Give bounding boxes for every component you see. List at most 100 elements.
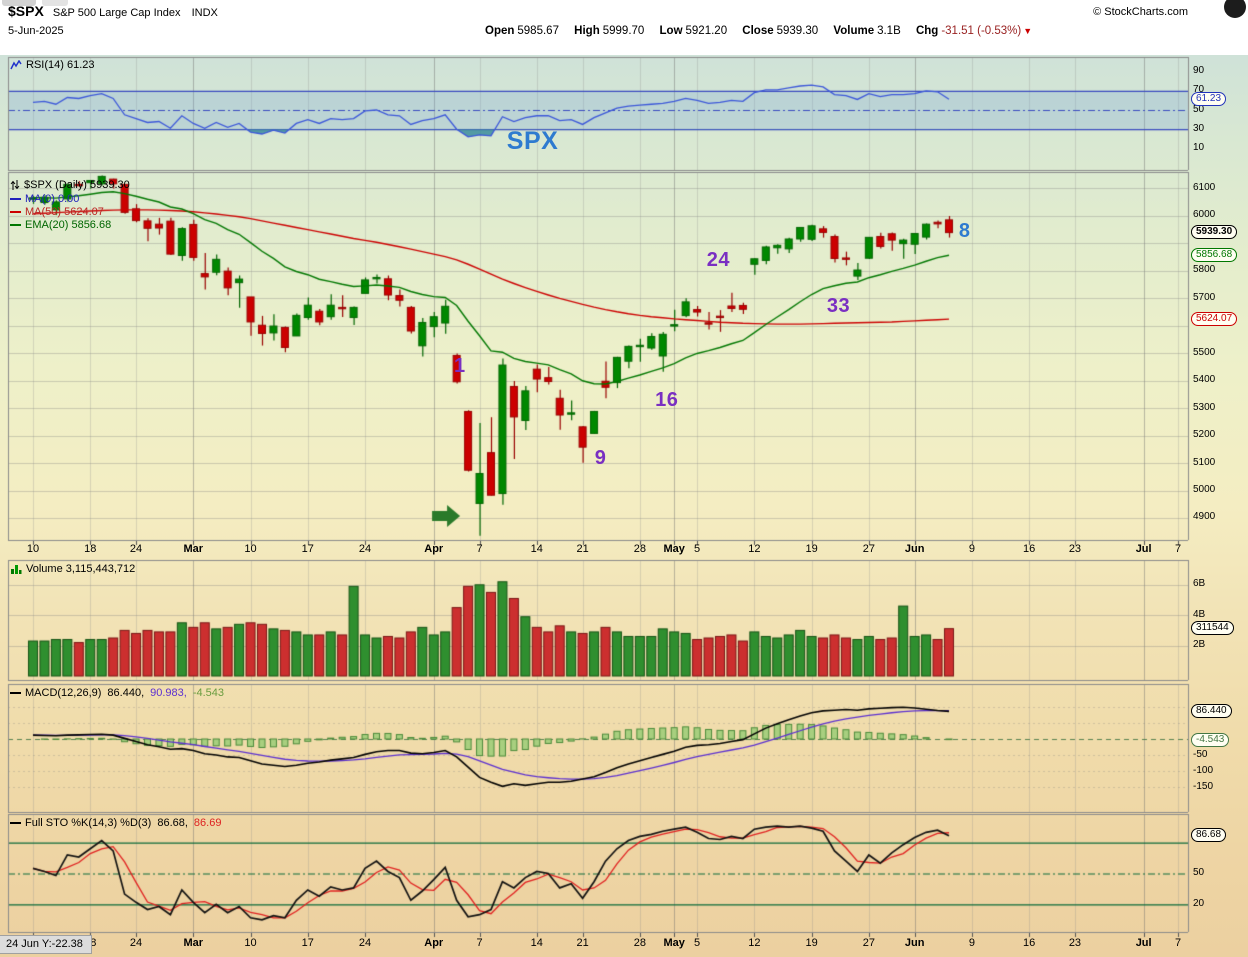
price-title: $SPX (Daily) 5939.30	[10, 179, 130, 191]
price-axis-label: 5300	[1193, 401, 1216, 413]
browser-tab-fragment	[2, 0, 36, 6]
volume-label-text: Volume 3,115,443,712	[26, 563, 136, 575]
x-axis-label: 19	[805, 543, 818, 555]
browser-icon-fragment	[1224, 0, 1246, 18]
sto-k-value: 86.68,	[157, 817, 188, 829]
x-axis-label: 12	[748, 937, 761, 949]
macd-label-prefix: MACD(12,26,9)	[25, 687, 102, 699]
rsi-axis-label: 10	[1193, 141, 1205, 153]
rsi-indicator-icon	[10, 59, 22, 69]
sto-axis-badge: 86.68	[1191, 828, 1227, 843]
x-axis-label: 10	[244, 937, 257, 949]
macd-label: MACD(12,26,9) 86.440, 90.983, -4.543	[10, 687, 224, 699]
price-axis-label: 5000	[1193, 484, 1216, 496]
symbol: $SPX	[8, 3, 44, 19]
x-axis-label: 14	[530, 937, 543, 949]
x-axis-label: Jul	[1135, 543, 1152, 555]
rsi-axis-label: 90	[1193, 65, 1205, 77]
legend-ma0: MA(0) 0.00	[10, 193, 79, 205]
price-axis-badge: 5624.07	[1191, 311, 1238, 326]
vol-axis-badge: 311544	[1191, 621, 1234, 636]
x-axis-label: 17	[301, 543, 314, 555]
sto-axis-label: 50	[1193, 867, 1205, 878]
price-indicator-icon	[10, 180, 20, 190]
legend-ma50-text: MA(50) 5624.07	[25, 206, 104, 218]
macd-axis-label: -100	[1193, 764, 1214, 776]
x-axis-label: 16	[1023, 543, 1036, 555]
price-axis-label: 5800	[1193, 264, 1216, 276]
price-axis-label: 5400	[1193, 374, 1216, 386]
browser-tab-fragment	[42, 0, 68, 6]
vol-axis-label: 6B	[1193, 578, 1206, 590]
x-axis-label: 18	[84, 543, 97, 555]
quote-bar: Open 5985.67 High 5999.70 Low 5921.20 Close…	[485, 25, 1032, 37]
price-axis-label: 6100	[1193, 181, 1216, 193]
legend-ma0-text: MA(0) 0.00	[25, 193, 80, 205]
x-axis-label: 23	[1068, 543, 1082, 555]
symbol-name: S&P 500 Large Cap Index	[52, 7, 181, 19]
x-axis-label: 27	[862, 937, 875, 949]
price-axis-label: 5500	[1193, 346, 1216, 358]
open-label: Open	[485, 25, 515, 37]
volume-panel-label: Volume 3,115,443,712	[10, 563, 135, 575]
macd-line-swatch	[10, 692, 21, 694]
x-axis-label: Jul	[1135, 937, 1152, 949]
price-axis-label: 5700	[1193, 291, 1216, 303]
x-axis-label: 21	[576, 543, 589, 555]
x-axis-label: 21	[576, 937, 589, 949]
x-axis-label: Apr	[424, 543, 444, 555]
low-label: Low	[659, 25, 683, 37]
price-axis-label: 5200	[1193, 429, 1216, 441]
x-axis-label: 9	[968, 543, 975, 555]
spx-annotation: SPX	[506, 126, 559, 155]
chart-date: 5-Jun-2025	[8, 25, 64, 37]
legend-ema20-text: EMA(20) 5856.68	[25, 219, 112, 231]
x-axis-label: Mar	[183, 543, 204, 555]
volume-value: 3.1B	[877, 25, 901, 37]
price-title-text: $SPX (Daily) 5939.30	[24, 179, 130, 191]
x-axis-label: 23	[1068, 937, 1082, 949]
close-value: 5939.30	[776, 25, 819, 37]
x-axis-label: 10	[244, 543, 257, 555]
high-value: 5999.70	[602, 25, 645, 37]
macd-signal-value: 90.983,	[150, 687, 187, 699]
vol-axis-label: 2B	[1193, 639, 1206, 651]
x-axis-label: Mar	[183, 937, 204, 949]
x-axis-label: 17	[301, 937, 314, 949]
price-axis-badge: 5939.30	[1191, 225, 1238, 240]
chg-value: -31.51 (-0.53%)	[941, 25, 1022, 37]
count-annotation: 1	[453, 354, 466, 377]
volume-label-hdr: Volume	[833, 25, 875, 37]
x-axis-label: 10	[26, 543, 40, 555]
x-axis-label: 5	[694, 937, 701, 949]
sto-d-value: 86.69	[193, 817, 222, 829]
x-axis-label: 7	[476, 543, 483, 555]
price-axis-label: 4900	[1193, 511, 1216, 523]
rsi-axis-label: 70	[1193, 84, 1205, 96]
count-annotation: 33	[826, 295, 851, 317]
vol-axis-label: 4B	[1193, 608, 1206, 620]
legend-ma50: MA(50) 5624.07	[10, 206, 104, 218]
chg-label: Chg	[915, 25, 939, 37]
macd-hist-value: -4.543	[192, 687, 225, 699]
chart-header: $SPX S&P 500 Large Cap Index INDX	[8, 3, 218, 19]
x-axis-label: 28	[633, 937, 646, 949]
price-axis-badge: 5856.68	[1191, 247, 1238, 262]
close-label: Close	[742, 25, 774, 37]
ema20-line-swatch	[10, 224, 21, 226]
x-axis-label: 19	[805, 937, 818, 949]
legend-ema20: EMA(20) 5856.68	[10, 219, 111, 231]
count-annotation: 9	[594, 446, 607, 469]
crosshair-status: 24 Jun Y:-22.38	[0, 935, 92, 954]
ma50-line-swatch	[10, 211, 21, 213]
x-axis-label: Jun	[904, 937, 925, 949]
price-axis-label: 6000	[1193, 209, 1216, 221]
sto-axis-label: 20	[1193, 897, 1205, 909]
x-axis-label: 14	[530, 543, 543, 555]
sto-label-prefix: Full STO %K(14,3) %D(3)	[25, 817, 152, 829]
rsi-axis-badge: 61.23	[1191, 91, 1227, 106]
macd-axis-label: -150	[1193, 780, 1214, 792]
